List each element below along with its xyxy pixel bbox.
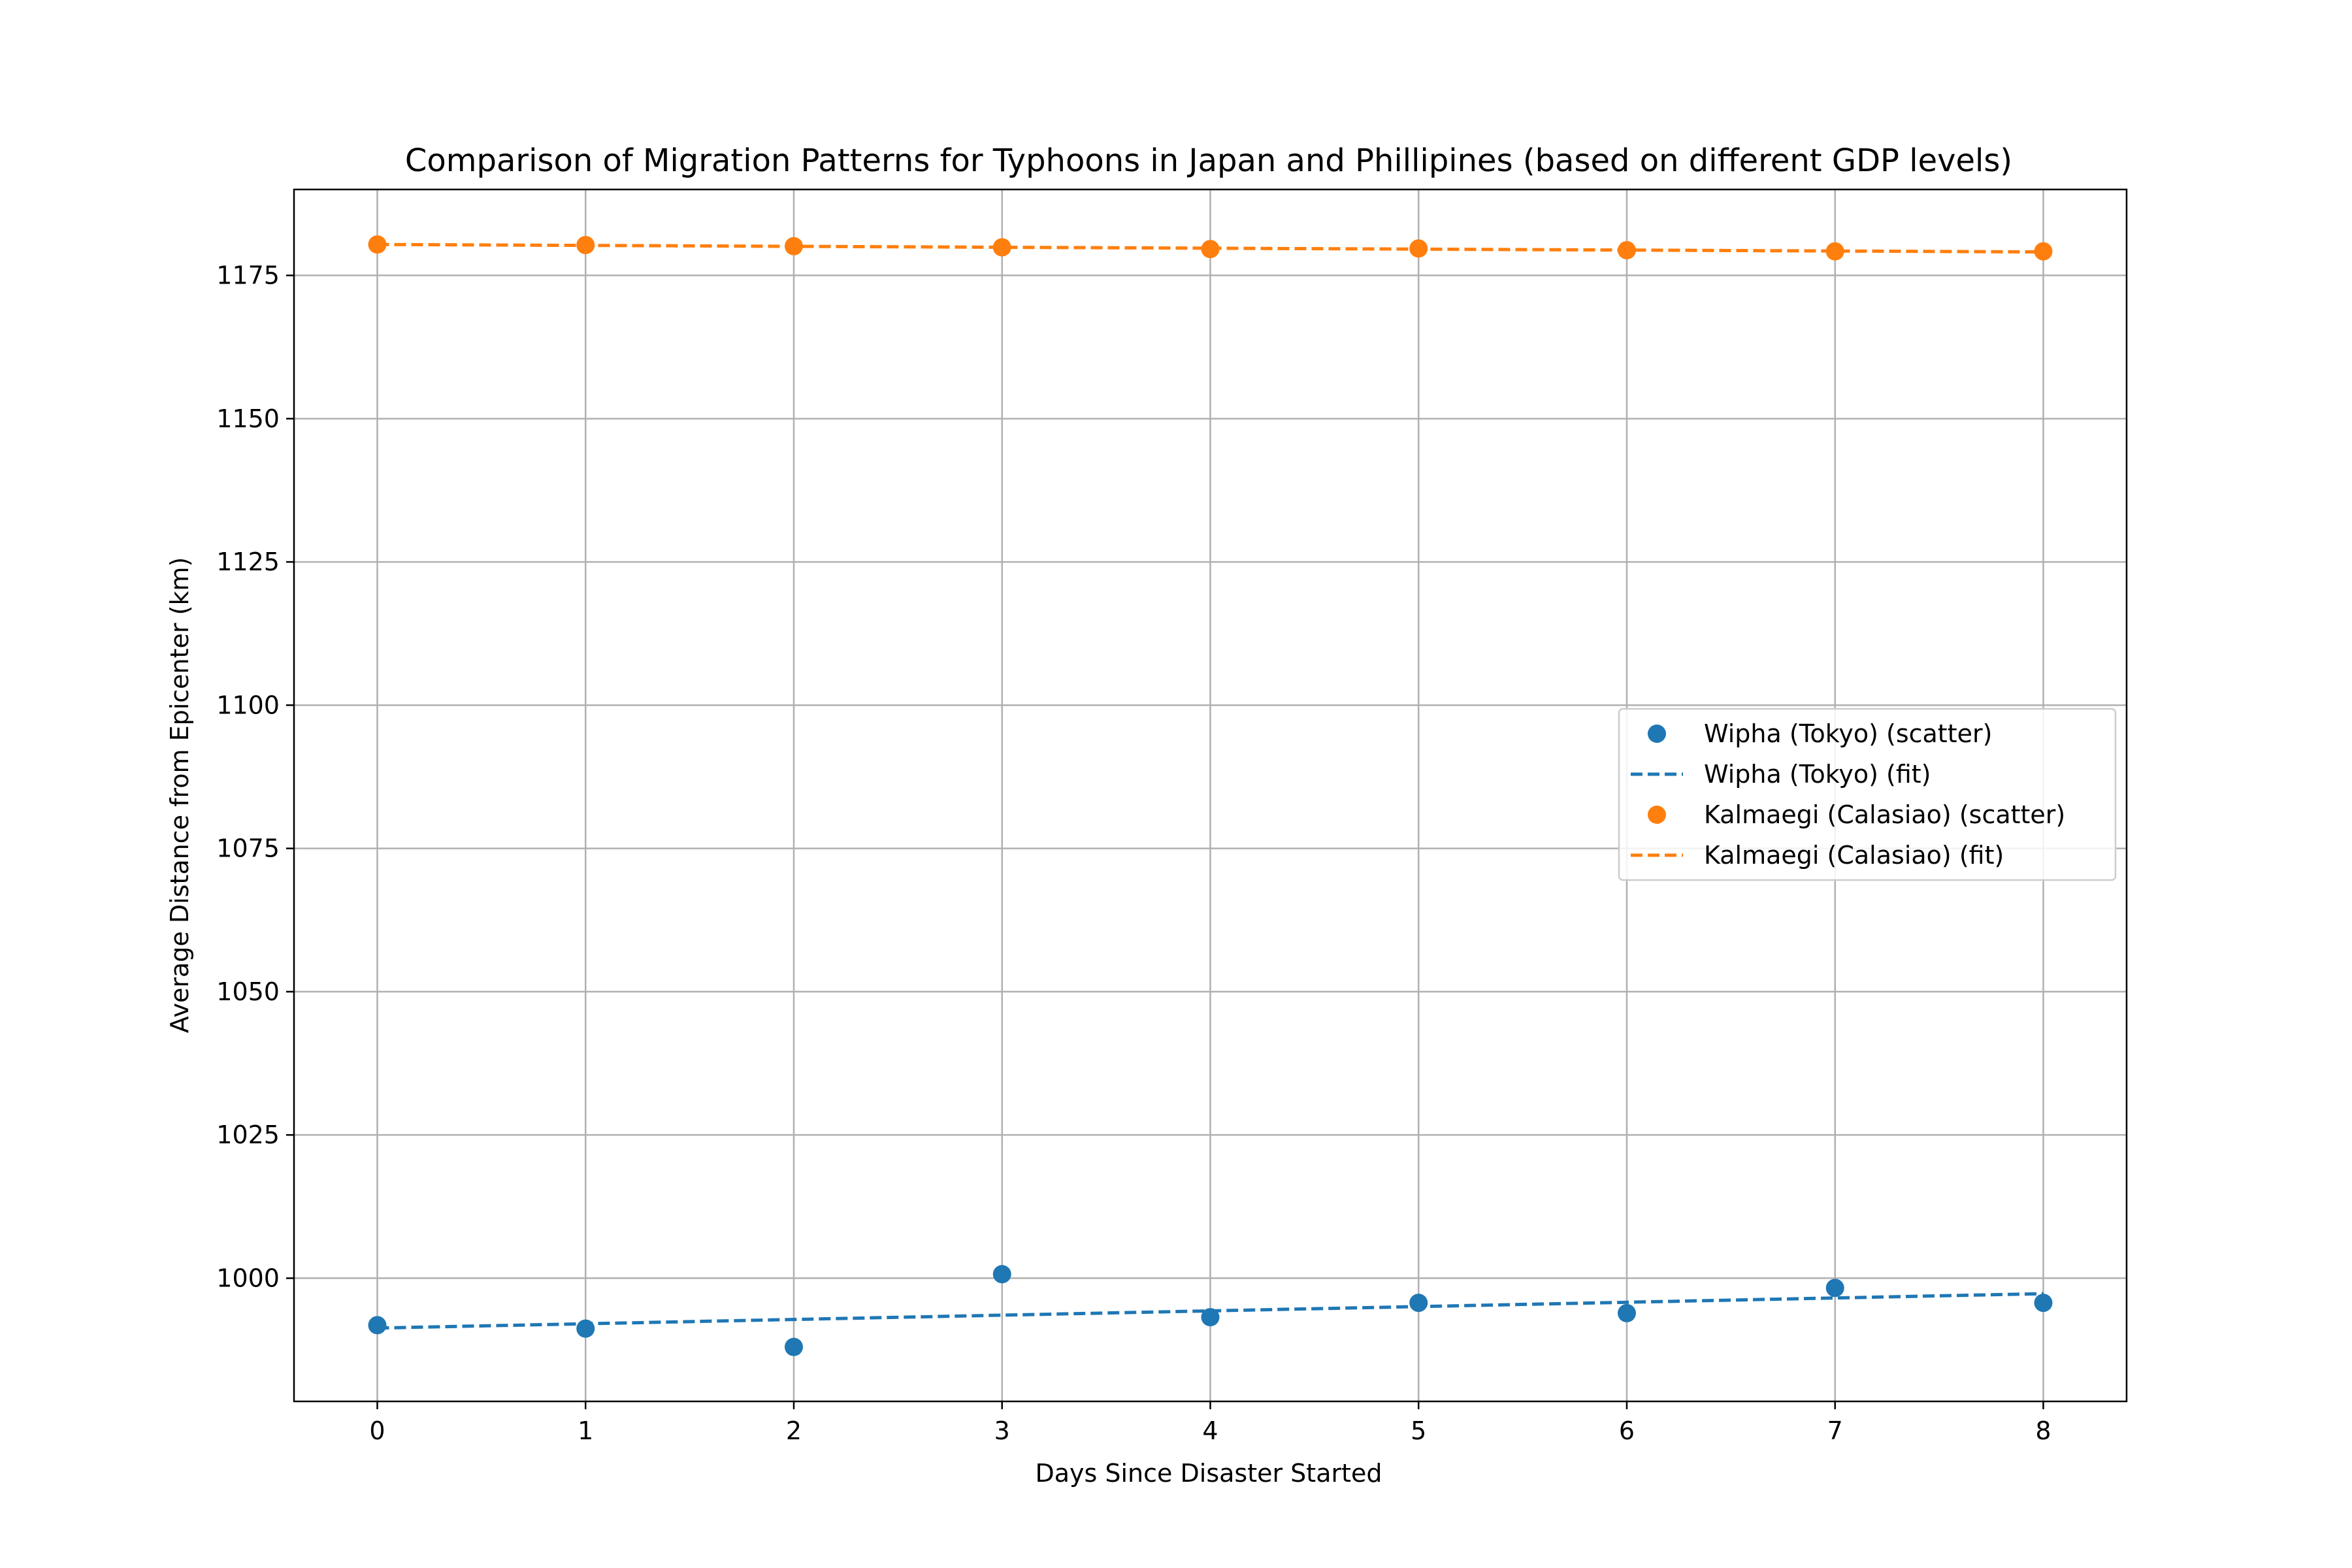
scatter-point xyxy=(1825,242,1844,261)
scatter-point xyxy=(1409,239,1428,258)
chart-title: Comparison of Migration Patterns for Typ… xyxy=(405,142,2012,179)
y-tick-label: 1025 xyxy=(216,1120,280,1149)
scatter-point xyxy=(992,1265,1011,1284)
legend-marker xyxy=(1648,806,1666,824)
x-tick-label: 3 xyxy=(994,1416,1010,1445)
y-tick-label: 1125 xyxy=(216,547,280,576)
scatter-point xyxy=(368,235,387,254)
legend-label: Wipha (Tokyo) (fit) xyxy=(1704,760,1931,789)
scatter-point xyxy=(576,236,595,255)
x-tick-label: 5 xyxy=(1411,1416,1426,1445)
y-tick-label: 1075 xyxy=(216,834,280,863)
y-tick-label: 1175 xyxy=(216,261,280,290)
x-tick-label: 8 xyxy=(2035,1416,2051,1445)
legend-label: Wipha (Tokyo) (scatter) xyxy=(1704,719,1992,748)
scatter-point xyxy=(368,1316,387,1335)
x-tick-label: 2 xyxy=(786,1416,802,1445)
legend-label: Kalmaegi (Calasiao) (scatter) xyxy=(1704,800,2065,829)
scatter-point xyxy=(992,238,1011,257)
axis-ticks: 0 1 2 3 4 5 6 7 8 1000 1025 1050 1075 1100 1125 1150 117… xyxy=(216,261,2051,1445)
plot-marks xyxy=(368,235,2053,1356)
x-tick-label: 4 xyxy=(1202,1416,1218,1445)
scatter-point xyxy=(785,237,803,255)
scatter-point xyxy=(1409,1294,1428,1313)
legend-marker xyxy=(1648,725,1666,743)
legend: Wipha (Tokyo) (scatter) Wipha (Tokyo) (fi… xyxy=(1618,708,2117,881)
scatter-point xyxy=(2034,1294,2053,1313)
scatter-point xyxy=(1618,1303,1636,1322)
scatter-point xyxy=(1201,1308,1220,1327)
y-tick-label: 1050 xyxy=(216,977,280,1006)
x-tick-label: 0 xyxy=(369,1416,385,1445)
scatter-point xyxy=(785,1337,803,1356)
grid xyxy=(294,189,2127,1401)
scatter-point xyxy=(576,1319,595,1338)
x-tick-label: 1 xyxy=(578,1416,593,1445)
scatter-point xyxy=(1201,240,1220,259)
scatter-point xyxy=(1825,1279,1844,1298)
x-tick-label: 6 xyxy=(1619,1416,1635,1445)
y-tick-label: 1000 xyxy=(216,1264,280,1292)
legend-label: Kalmaegi (Calasiao) (fit) xyxy=(1704,841,2004,870)
scatter-point xyxy=(1618,240,1636,259)
y-tick-label: 1150 xyxy=(216,404,280,433)
y-axis-label: Average Distance from Epicenter (km) xyxy=(165,557,194,1034)
legend-box xyxy=(1618,708,2117,881)
scatter-point xyxy=(2034,242,2053,261)
x-tick-label: 7 xyxy=(1827,1416,1843,1445)
y-tick-label: 1100 xyxy=(216,691,280,719)
x-axis-label: Days Since Disaster Started xyxy=(1035,1459,1382,1488)
